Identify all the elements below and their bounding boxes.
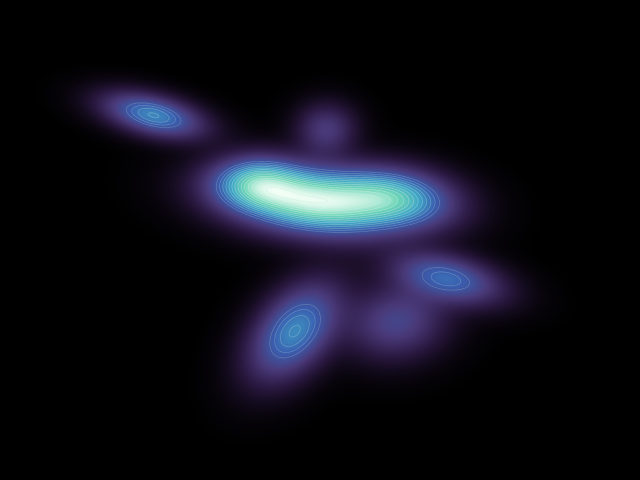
- contour-level-8: [237, 172, 410, 220]
- contour-level-1: [126, 102, 470, 359]
- contour-level-9: [240, 174, 405, 218]
- contour-level-12: [252, 180, 381, 212]
- contour-level-14: [266, 186, 329, 204]
- contour-level-11: [247, 177, 391, 214]
- contour-level-5: [228, 167, 423, 225]
- contour-level-6: [231, 169, 419, 224]
- contour-lines: [126, 102, 470, 359]
- contour-level-2: [131, 105, 461, 353]
- contour-level-10: [244, 176, 399, 216]
- contour-level-7: [234, 170, 415, 222]
- contour-level-3: [137, 107, 432, 347]
- contour-level-4: [148, 112, 427, 338]
- contour-level-13: [257, 182, 361, 209]
